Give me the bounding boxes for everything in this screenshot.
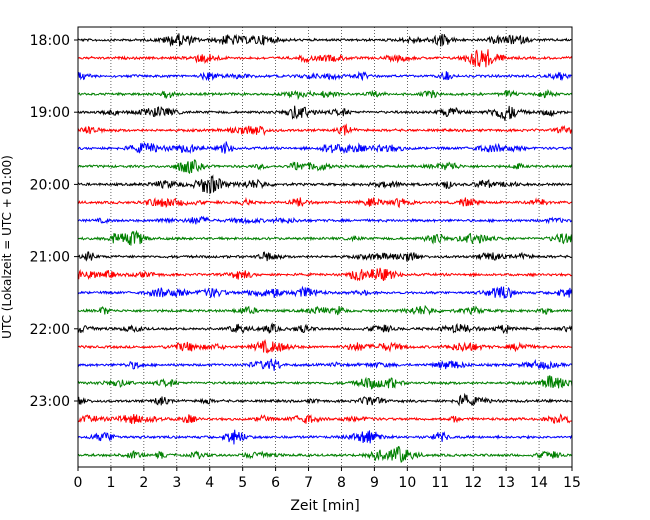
x-tick-label: 1 <box>106 475 115 491</box>
y-tick-label: 20:00 <box>30 177 70 193</box>
trace-line <box>77 33 573 48</box>
trace-line <box>77 445 573 464</box>
trace-line <box>77 338 573 354</box>
y-axis-title: UTC (Lokalzeit = UTC + 01:00) <box>0 155 14 339</box>
y-tick-label: 22:00 <box>30 322 70 338</box>
trace-line <box>77 141 573 155</box>
trace-line <box>77 49 573 68</box>
grid-lines <box>110 27 540 467</box>
x-tick-label: 6 <box>271 475 280 491</box>
y-tick-label: 19:00 <box>30 105 70 121</box>
x-tick-label: 13 <box>497 475 515 491</box>
plot-frame <box>77 26 573 468</box>
trace-line <box>77 267 573 282</box>
x-tick-label: 10 <box>398 475 416 491</box>
x-tick-label: 9 <box>370 475 379 491</box>
trace-line <box>77 215 573 225</box>
x-tick-label: 8 <box>337 475 346 491</box>
trace-line <box>77 123 573 137</box>
x-tick-label: 14 <box>530 475 548 491</box>
trace-line <box>77 229 573 246</box>
trace-line <box>77 429 573 445</box>
trace-line <box>77 285 573 299</box>
trace-line <box>77 413 573 425</box>
trace-line <box>77 70 573 82</box>
trace-line <box>77 159 573 175</box>
y-tick-label: 21:00 <box>30 250 70 266</box>
x-axis-title: Zeit [min] <box>290 498 359 514</box>
x-tick-label: 2 <box>139 475 148 491</box>
trace-line <box>77 358 573 371</box>
y-tick-label: 18:00 <box>30 33 70 49</box>
y-tick-label: 23:00 <box>30 394 70 410</box>
x-axis-ticks: 0 1 2 3 4 5 6 7 8 9 10 11 12 13 14 15 <box>74 467 581 491</box>
trace-line <box>77 88 573 101</box>
x-tick-label: 4 <box>205 475 214 491</box>
trace-line <box>77 196 573 209</box>
x-tick-label: 0 <box>74 475 83 491</box>
trace-line <box>77 174 573 195</box>
x-tick-label: 15 <box>563 475 581 491</box>
x-tick-label: 11 <box>431 475 449 491</box>
x-tick-label: 12 <box>464 475 482 491</box>
x-tick-label: 7 <box>304 475 313 491</box>
trace-line <box>77 375 573 390</box>
trace-line <box>77 322 573 335</box>
seismogram-traces <box>77 33 573 464</box>
trace-line <box>77 304 573 316</box>
x-tick-label: 5 <box>238 475 247 491</box>
trace-line <box>77 105 573 121</box>
trace-line <box>77 392 573 407</box>
y-axis-ticks: 18:00 19:00 20:00 21:00 22:00 23:00 <box>30 33 78 410</box>
x-tick-label: 3 <box>172 475 181 491</box>
trace-line <box>77 251 573 262</box>
